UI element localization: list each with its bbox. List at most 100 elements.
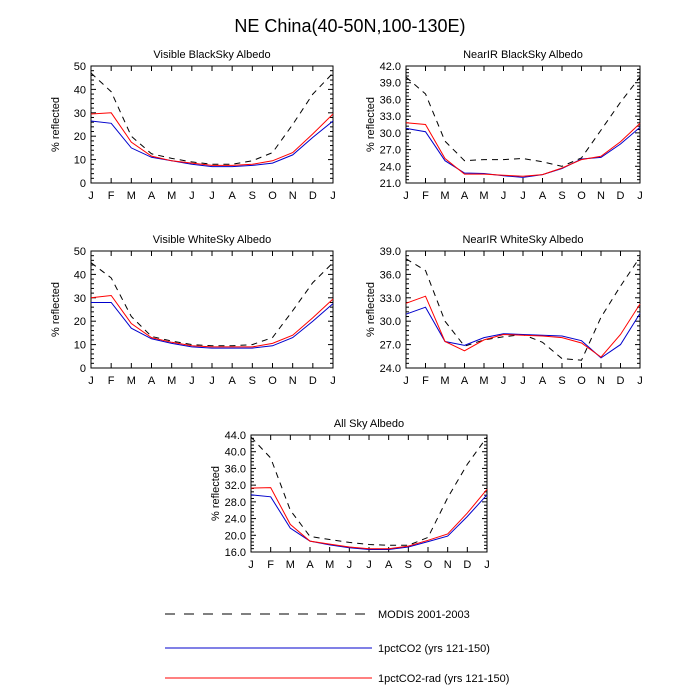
- y-axis-label: % reflected: [50, 97, 62, 152]
- x-tick-label: J: [403, 375, 409, 387]
- y-axis-label: % reflected: [365, 97, 377, 152]
- x-tick-label: J: [209, 375, 215, 387]
- plot-frame: [250, 434, 488, 553]
- x-tick-label: O: [424, 559, 433, 571]
- y-axis-label: % reflected: [50, 282, 62, 337]
- legend-entry: 1pctCO2-rad (yrs 121-150): [165, 673, 509, 685]
- x-tick-label: A: [539, 375, 547, 387]
- x-tick-label: M: [286, 559, 295, 571]
- x-tick-label: O: [577, 375, 586, 387]
- plot-frame: [405, 250, 641, 369]
- x-tick-label: J: [189, 190, 195, 202]
- y-tick-label: 32.0: [225, 480, 246, 492]
- x-tick-label: A: [148, 190, 156, 202]
- x-tick-label: A: [228, 375, 236, 387]
- x-tick-label: A: [228, 190, 236, 202]
- y-tick-label: 28.0: [225, 497, 246, 509]
- legend-entry: MODIS 2001-2003: [165, 609, 470, 621]
- x-tick-label: J: [330, 375, 336, 387]
- x-tick-label: S: [558, 190, 565, 202]
- y-tick-label: 44.0: [225, 430, 246, 442]
- x-tick-label: J: [520, 375, 526, 387]
- x-tick-label: D: [617, 375, 625, 387]
- x-tick-label: M: [325, 559, 334, 571]
- legend-label: 1pctCO2 (yrs 121-150): [378, 643, 490, 655]
- y-tick-label: 39.0: [380, 246, 401, 258]
- series-line-1: [90, 262, 334, 347]
- x-tick-label: J: [501, 375, 507, 387]
- x-tick-label: M: [440, 190, 449, 202]
- y-tick-label: 40: [74, 269, 86, 281]
- x-tick-label: A: [306, 559, 314, 571]
- x-tick-label: A: [539, 190, 547, 202]
- y-tick-label: 21.0: [380, 178, 401, 190]
- y-tick-label: 50: [74, 246, 86, 258]
- series-line-3: [405, 295, 641, 358]
- series-line-1: [405, 76, 641, 167]
- y-tick-label: 10: [74, 340, 86, 352]
- series-line-2: [405, 126, 641, 178]
- x-tick-label: J: [637, 190, 643, 202]
- x-tick-label: M: [167, 190, 176, 202]
- panel-title: Visible BlackSky Albedo: [153, 49, 270, 61]
- y-tick-label: 0: [80, 178, 86, 190]
- y-tick-label: 40.0: [225, 447, 246, 459]
- x-tick-label: F: [108, 190, 115, 202]
- x-tick-label: S: [405, 559, 412, 571]
- x-tick-label: N: [289, 375, 297, 387]
- panel-title: Visible WhiteSky Albedo: [153, 234, 271, 246]
- y-axis-label: % reflected: [365, 282, 377, 337]
- figure-title: NE China(40-50N,100-130E): [234, 16, 465, 36]
- x-tick-label: J: [189, 375, 195, 387]
- y-tick-label: 36.0: [380, 94, 401, 106]
- x-tick-label: F: [422, 190, 429, 202]
- x-tick-label: O: [577, 190, 586, 202]
- x-tick-label: O: [268, 190, 277, 202]
- x-tick-label: O: [268, 375, 277, 387]
- y-tick-label: 0: [80, 363, 86, 375]
- series-line-3: [250, 487, 488, 550]
- y-tick-label: 40: [74, 84, 86, 96]
- x-tick-label: J: [88, 375, 94, 387]
- series-line-3: [90, 112, 334, 166]
- y-axis-label: % reflected: [210, 466, 222, 521]
- y-tick-label: 33.0: [380, 111, 401, 123]
- x-tick-label: J: [88, 190, 94, 202]
- series-line-1: [250, 436, 488, 546]
- y-tick-label: 36.0: [380, 269, 401, 281]
- x-tick-label: N: [597, 375, 605, 387]
- x-tick-label: A: [461, 190, 469, 202]
- y-tick-label: 36.0: [225, 463, 246, 475]
- legend: MODIS 2001-2003 1pctCO2 (yrs 121-150) 1pct…: [165, 609, 509, 685]
- y-tick-label: 16.0: [225, 547, 246, 559]
- x-tick-label: S: [558, 375, 565, 387]
- y-tick-label: 30.0: [380, 128, 401, 140]
- y-tick-label: 33.0: [380, 293, 401, 305]
- x-tick-label: M: [127, 190, 136, 202]
- x-tick-label: J: [403, 190, 409, 202]
- legend-label: 1pctCO2-rad (yrs 121-150): [378, 673, 509, 685]
- y-tick-label: 20.0: [225, 530, 246, 542]
- y-tick-label: 20: [74, 316, 86, 328]
- y-tick-label: 20: [74, 131, 86, 143]
- x-tick-label: D: [617, 190, 625, 202]
- x-tick-label: N: [289, 190, 297, 202]
- x-tick-label: M: [479, 190, 488, 202]
- y-tick-label: 24.0: [380, 363, 401, 375]
- x-tick-label: D: [309, 190, 317, 202]
- y-tick-label: 10: [74, 155, 86, 167]
- x-tick-label: M: [167, 375, 176, 387]
- x-tick-label: M: [127, 375, 136, 387]
- x-tick-label: J: [248, 559, 254, 571]
- x-tick-label: M: [440, 375, 449, 387]
- x-tick-label: J: [637, 375, 643, 387]
- x-tick-label: N: [597, 190, 605, 202]
- x-tick-label: J: [209, 190, 215, 202]
- y-tick-label: 24.0: [380, 161, 401, 173]
- series-line-3: [405, 122, 641, 177]
